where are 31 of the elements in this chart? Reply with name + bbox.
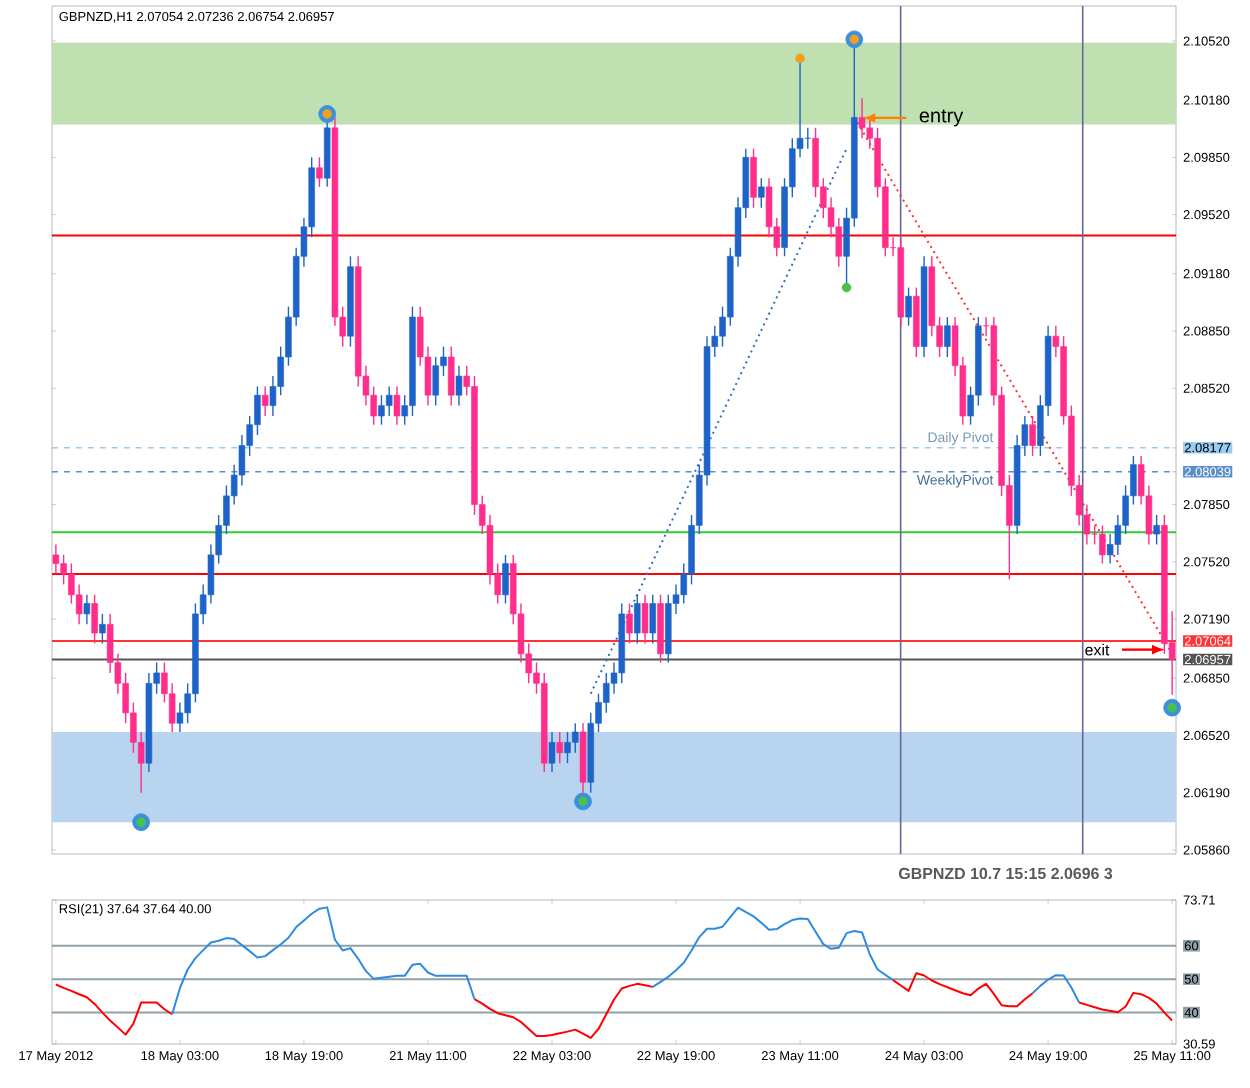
- candlestick: [750, 147, 757, 209]
- candlestick: [502, 554, 509, 605]
- candlestick: [261, 385, 269, 417]
- candlestick: [385, 385, 393, 417]
- candlestick: [944, 316, 951, 358]
- candlestick: [634, 594, 641, 645]
- candlestick: [564, 731, 571, 764]
- candlestick: [99, 613, 106, 645]
- candlestick: [91, 594, 98, 645]
- candlestick: [455, 364, 463, 407]
- candlestick: [758, 177, 765, 209]
- candlestick: [1099, 524, 1106, 565]
- candlestick: [52, 543, 60, 575]
- candlestick: [649, 594, 657, 645]
- candlestick: [556, 731, 563, 764]
- candlestick: [548, 731, 556, 773]
- candlestick: [393, 385, 401, 426]
- annotation: entry: [919, 109, 964, 127]
- candlestick: [316, 156, 323, 188]
- candlestick: [641, 594, 649, 645]
- candlestick: [905, 286, 912, 327]
- point: [841, 282, 852, 293]
- candlestick: [572, 722, 579, 754]
- candlestick: [447, 345, 455, 407]
- candlestick: [83, 594, 91, 626]
- candlestick: [626, 602, 633, 645]
- candlestick: [378, 394, 385, 426]
- candlestick: [1153, 514, 1160, 546]
- candlestick: [432, 356, 439, 407]
- point: [795, 53, 805, 64]
- candlestick: [1029, 415, 1036, 457]
